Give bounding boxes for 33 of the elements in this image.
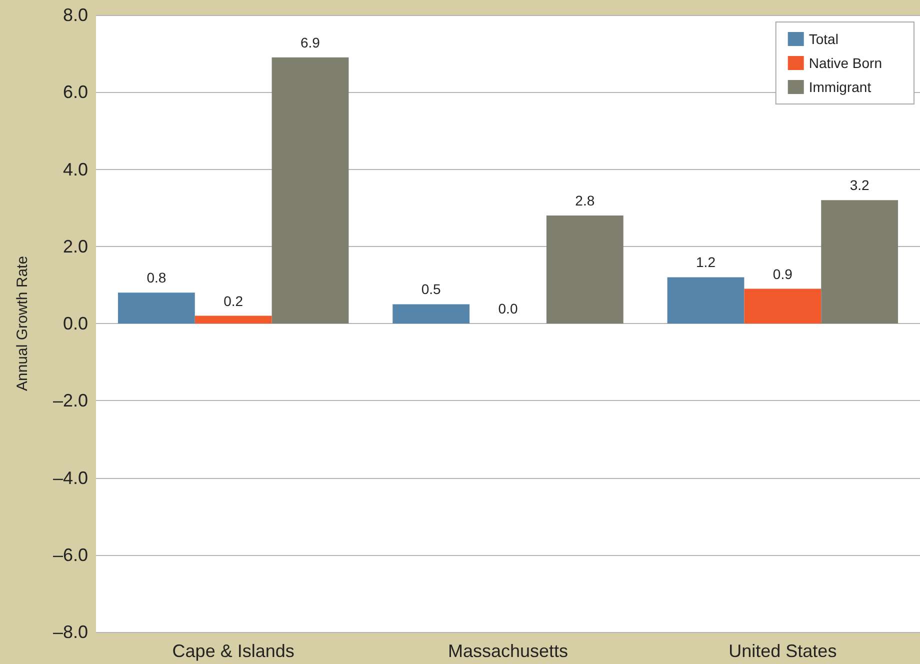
legend-label: Native Born	[808, 55, 882, 71]
data-label: 0.5	[421, 281, 442, 298]
data-label: 3.2	[850, 177, 870, 194]
y-tick-label: –8.0	[52, 622, 88, 642]
data-label: 0.0	[498, 300, 518, 316]
y-axis-title: Annual Growth Rate	[14, 256, 31, 392]
data-label: 2.8	[575, 192, 595, 209]
y-tick-label: 6.0	[62, 82, 88, 102]
data-label: 0.8	[146, 270, 166, 286]
y-tick-label: 8.0	[62, 5, 88, 25]
x-tick-label: United States	[728, 641, 837, 661]
legend-label: Total	[808, 31, 838, 47]
bar	[667, 277, 744, 324]
bar	[118, 292, 195, 324]
bar	[546, 216, 624, 324]
y-tick-label: –4.0	[52, 468, 88, 488]
bar	[194, 316, 272, 324]
bar	[821, 200, 898, 324]
bar	[392, 304, 470, 324]
bar	[272, 57, 349, 324]
data-label: 0.2	[224, 292, 244, 309]
data-label: 0.9	[772, 266, 793, 282]
y-tick-label: –6.0	[52, 544, 88, 565]
bar	[744, 288, 822, 324]
y-tick-label: 2.0	[62, 236, 88, 256]
y-tick-label: 0.0	[62, 314, 88, 334]
legend-label: Immigrant	[808, 79, 872, 95]
y-tick-label: 4.0	[62, 159, 88, 180]
x-tick-label: Cape & Islands	[172, 641, 294, 661]
data-label: 6.9	[300, 34, 320, 50]
y-tick-label: –2.0	[52, 390, 88, 411]
x-tick-label: Massachusetts	[448, 641, 568, 661]
data-label: 1.2	[696, 254, 716, 270]
